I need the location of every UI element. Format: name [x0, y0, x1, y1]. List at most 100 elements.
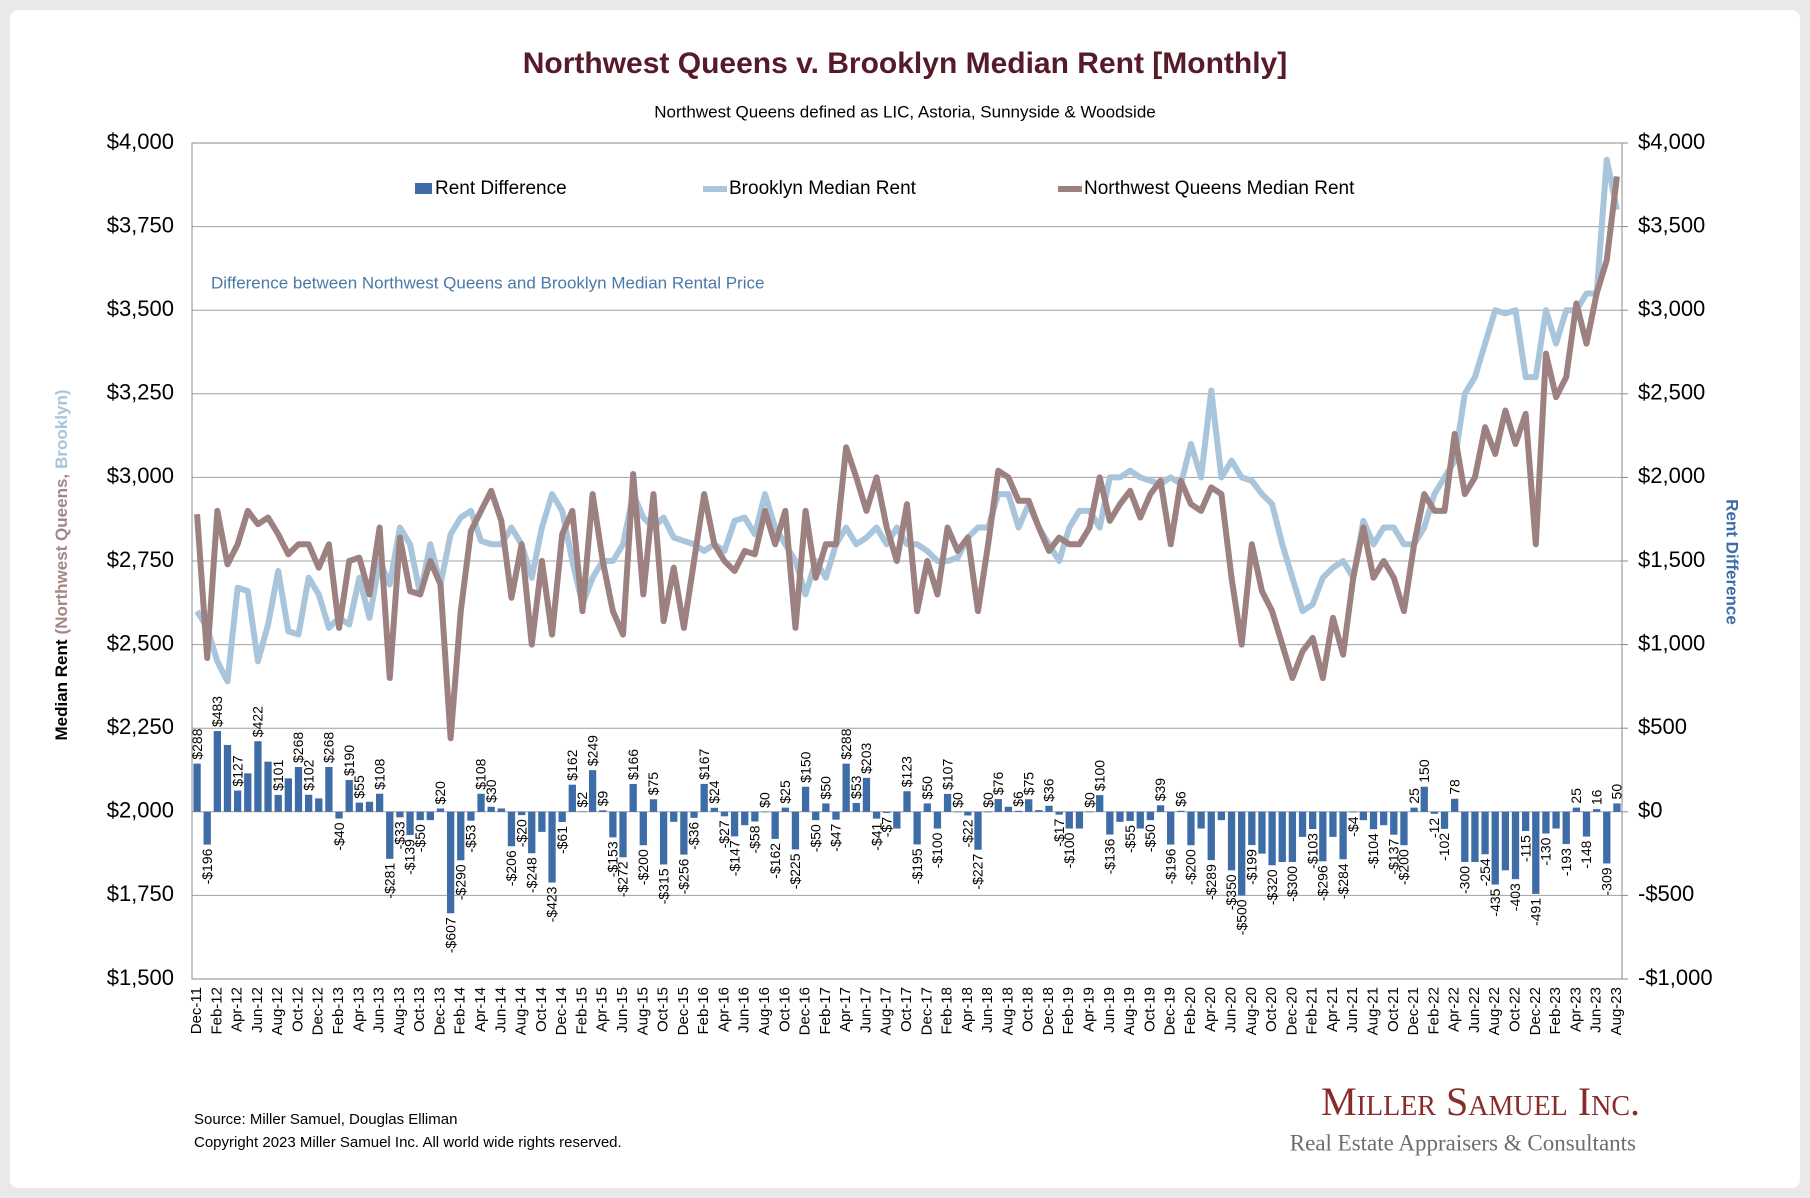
- bar: [1035, 810, 1043, 812]
- data-label: -$607: [442, 917, 458, 953]
- x-tick-label: Aug-20: [1243, 987, 1260, 1035]
- bar: [436, 808, 445, 812]
- bar: [355, 802, 363, 812]
- x-tick-label: Aug-23: [1608, 987, 1625, 1035]
- bar: [528, 811, 536, 854]
- bar: [497, 808, 505, 812]
- data-label: -$206: [503, 850, 519, 886]
- bar: [558, 811, 566, 822]
- data-label: -$225: [787, 853, 803, 889]
- x-tick-label: Apr-15: [594, 987, 611, 1032]
- x-tick-label: Feb-20: [1182, 987, 1199, 1035]
- x-tick-label: Feb-16: [695, 987, 712, 1035]
- x-tick-label: Apr-12: [229, 987, 246, 1032]
- data-label: -$200: [1396, 849, 1412, 885]
- legend-label: Brooklyn Median Rent: [729, 178, 917, 199]
- data-label: $101: [270, 760, 286, 791]
- y-tick-label: $2,500: [107, 630, 174, 655]
- bar: [1592, 809, 1601, 812]
- bar: [862, 777, 871, 812]
- y2-tick-label: $1,500: [1638, 547, 1705, 572]
- data-label: $288: [838, 728, 854, 759]
- bar: [1400, 811, 1408, 846]
- y-axis-title-part: (Northwest Queens,: [52, 474, 71, 635]
- bar: [1542, 811, 1550, 834]
- logo-name: Miller Samuel Inc.: [1321, 1079, 1640, 1124]
- bar: [842, 763, 850, 812]
- x-tick-label: Apr-21: [1324, 987, 1341, 1032]
- data-label: $36: [1041, 778, 1057, 802]
- x-tick-label: Dec-22: [1527, 987, 1544, 1035]
- data-label: -$100: [1061, 832, 1077, 868]
- x-tick-label: Feb-15: [573, 987, 590, 1035]
- x-tick-label: Oct-20: [1263, 987, 1280, 1032]
- bar: [568, 784, 576, 812]
- y-axis-title-part: Median Rent: [52, 639, 71, 740]
- x-tick-label: Oct-21: [1385, 987, 1402, 1032]
- x-tick-label: Aug-19: [1121, 987, 1138, 1035]
- data-label: -$53: [463, 824, 479, 852]
- legend-swatch: [415, 183, 432, 194]
- x-tick-label: Apr-19: [1081, 987, 1098, 1032]
- y-tick-label: $3,750: [107, 212, 174, 237]
- data-label: $50: [818, 776, 834, 800]
- y2-tick-label: $1,000: [1638, 630, 1705, 655]
- bar: [578, 811, 587, 812]
- x-tick-label: Apr-22: [1446, 987, 1463, 1032]
- x-tick-label: Apr-14: [472, 987, 489, 1032]
- data-label: $6: [1010, 791, 1026, 807]
- x-tick-label: Feb-17: [817, 987, 834, 1035]
- data-label: $6: [1173, 791, 1189, 807]
- bar: [1126, 811, 1134, 821]
- data-label: $75: [1020, 772, 1036, 796]
- bar: [548, 811, 556, 883]
- data-label: -$350: [1223, 874, 1239, 910]
- data-label: -$296: [1315, 865, 1331, 901]
- bar: [1116, 811, 1124, 822]
- bar: [203, 811, 211, 845]
- data-label: $123: [899, 756, 915, 787]
- bar: [1491, 811, 1499, 885]
- bar: [1430, 811, 1439, 814]
- bar: [751, 811, 759, 822]
- data-label: -$320: [1264, 869, 1280, 905]
- y2-tick-label: $2,500: [1638, 380, 1705, 405]
- bar: [365, 801, 374, 812]
- x-tick-label: Aug-13: [391, 987, 408, 1035]
- bar: [588, 770, 597, 812]
- data-label: -$281: [381, 863, 397, 899]
- x-tick-label: Jun-18: [979, 987, 996, 1033]
- data-label: -148: [1578, 840, 1594, 868]
- data-label: -254: [1477, 858, 1493, 886]
- data-label: $75: [645, 772, 661, 796]
- data-label: $24: [706, 780, 722, 804]
- plot-frame: [191, 142, 1623, 980]
- bar: [233, 790, 242, 812]
- bar: [619, 811, 627, 858]
- data-label: $167: [696, 749, 712, 780]
- bar: [832, 811, 840, 820]
- data-label: -$22: [960, 819, 976, 847]
- data-label: -$40: [331, 822, 347, 850]
- bar: [1440, 811, 1449, 829]
- bar: [446, 811, 455, 914]
- x-tick-label: Dec-12: [310, 987, 327, 1035]
- x-tick-label: Feb-21: [1304, 987, 1321, 1035]
- data-label: -309: [1598, 867, 1614, 895]
- data-label: $39: [1152, 778, 1168, 802]
- bar: [1004, 806, 1013, 812]
- data-label: $166: [625, 749, 641, 780]
- y-tick-label: $3,000: [107, 463, 174, 488]
- y-axis-title: Median Rent (Northwest Queens, Brooklyn): [52, 390, 71, 741]
- x-tick-label: Feb-14: [452, 987, 469, 1035]
- bar: [781, 807, 789, 812]
- bar: [852, 802, 860, 812]
- bar: [467, 811, 475, 821]
- bar: [1217, 811, 1226, 821]
- bar: [1461, 811, 1469, 862]
- bar: [893, 811, 901, 829]
- x-tick-label: Oct-13: [411, 987, 428, 1032]
- bar: [710, 807, 718, 812]
- bar: [791, 811, 800, 850]
- bar: [680, 811, 688, 855]
